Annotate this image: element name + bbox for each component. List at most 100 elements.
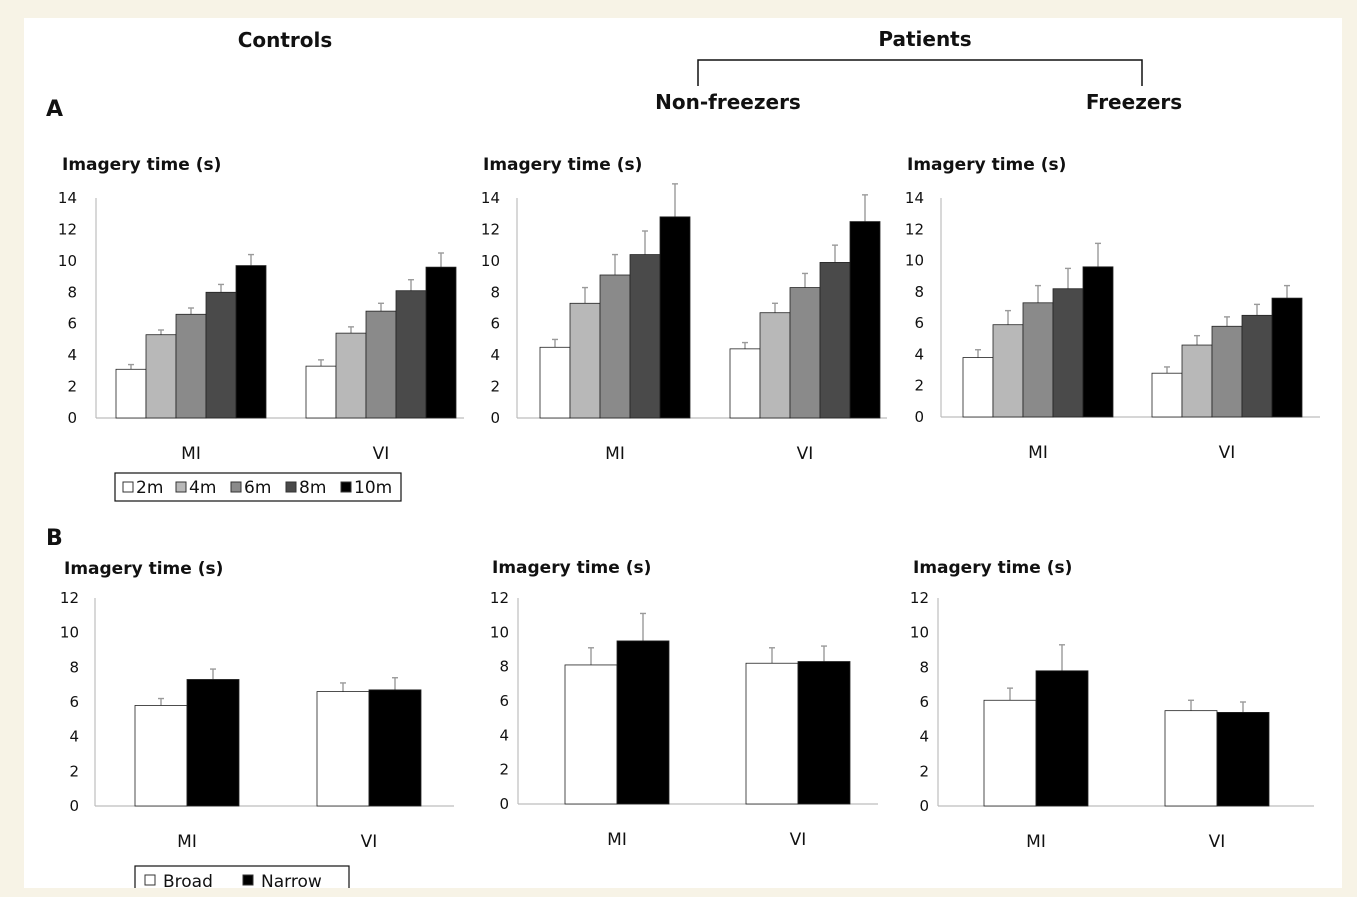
legend-swatch-2m bbox=[122, 481, 134, 493]
y-tick-label: 12 bbox=[905, 220, 924, 238]
y-axis-title: Imagery time (s) bbox=[64, 559, 223, 579]
legend-label-6m: 6m bbox=[244, 478, 271, 498]
chart-a-non-freezers: Imagery time (s) 0 2 4 6 8 10 12 14 MI VI bbox=[481, 155, 887, 464]
bar-6m-vi bbox=[789, 287, 821, 419]
y-tick-label: 0 bbox=[914, 408, 924, 426]
bar-6m-vi bbox=[1211, 325, 1243, 418]
y-tick-label: 0 bbox=[69, 797, 79, 815]
y-tick-label: 6 bbox=[499, 692, 509, 710]
bar-10m-vi bbox=[849, 221, 881, 419]
bar-10m-vi bbox=[425, 266, 457, 419]
patients-bracket bbox=[697, 59, 1143, 86]
bar-4m-mi bbox=[992, 324, 1024, 418]
bar-8m-vi bbox=[1241, 314, 1273, 418]
x-category-label: MI bbox=[607, 830, 627, 850]
legend-distance-box bbox=[114, 472, 402, 502]
y-tick-label: 2 bbox=[919, 762, 929, 780]
bar-2m-vi bbox=[305, 365, 337, 419]
bar-6m-mi bbox=[1022, 302, 1054, 418]
y-tick-label: 10 bbox=[910, 624, 929, 642]
bar-6m-mi bbox=[599, 274, 631, 419]
bar-6m-mi bbox=[175, 313, 207, 419]
bar-4m-vi bbox=[335, 332, 367, 419]
y-tick-label: 0 bbox=[499, 795, 509, 813]
header-non-freezers: Non-freezers bbox=[655, 90, 801, 114]
legend-label-narrow: Narrow bbox=[261, 872, 322, 888]
bar-broad-vi bbox=[745, 662, 799, 805]
legend-swatch-6m bbox=[230, 481, 242, 493]
bar-10m-vi bbox=[1271, 297, 1303, 418]
legend-swatch-4m bbox=[175, 481, 187, 493]
bar-2m-mi bbox=[962, 357, 994, 418]
legend-label-4m: 4m bbox=[189, 478, 216, 498]
y-tick-label: 12 bbox=[60, 589, 79, 607]
legend-swatch-narrow bbox=[242, 874, 254, 886]
y-tick-label: 10 bbox=[481, 252, 500, 270]
y-tick-label: 10 bbox=[905, 252, 924, 270]
y-tick-label: 4 bbox=[490, 346, 500, 364]
y-tick-label: 4 bbox=[914, 345, 924, 363]
y-tick-label: 6 bbox=[67, 315, 77, 333]
y-tick-label: 12 bbox=[481, 220, 500, 238]
y-tick-label: 14 bbox=[905, 189, 924, 207]
bar-10m-mi bbox=[235, 265, 267, 419]
y-tick-label: 2 bbox=[499, 761, 509, 779]
bar-broad-mi bbox=[983, 699, 1037, 807]
bar-8m-mi bbox=[629, 254, 661, 419]
header-freezers: Freezers bbox=[1086, 90, 1182, 114]
y-tick-label: 2 bbox=[490, 378, 500, 396]
bar-2m-mi bbox=[115, 368, 147, 419]
y-tick-label: 14 bbox=[58, 189, 77, 207]
legend-distance: 2m 4m 6m 8m 10m bbox=[114, 472, 402, 502]
y-tick-label: 6 bbox=[914, 314, 924, 332]
bar-4m-mi bbox=[569, 302, 601, 419]
bar-2m-mi bbox=[539, 346, 571, 419]
bar-4m-vi bbox=[1181, 344, 1213, 418]
y-tick-label: 4 bbox=[499, 726, 509, 744]
y-tick-label: 2 bbox=[67, 378, 77, 396]
y-tick-label: 0 bbox=[919, 797, 929, 815]
y-tick-label: 12 bbox=[490, 589, 509, 607]
x-category-label: MI bbox=[181, 444, 201, 464]
y-tick-label: 8 bbox=[919, 658, 929, 676]
y-axis-title: Imagery time (s) bbox=[492, 558, 651, 578]
header-patients: Patients bbox=[878, 27, 971, 51]
header-controls: Controls bbox=[238, 28, 333, 52]
y-tick-label: 8 bbox=[499, 658, 509, 676]
chart-a-freezers: Imagery time (s) 0 2 4 6 8 10 12 14 MI VI bbox=[905, 155, 1320, 463]
y-tick-label: 12 bbox=[58, 220, 77, 238]
bar-8m-vi bbox=[819, 262, 851, 419]
y-tick-label: 8 bbox=[69, 658, 79, 676]
y-tick-label: 12 bbox=[910, 589, 929, 607]
bar-broad-mi bbox=[134, 705, 188, 807]
panel-label-b: B bbox=[46, 526, 63, 551]
figure: Controls Patients Non-freezers Freezers … bbox=[24, 18, 1342, 895]
bar-narrow-mi bbox=[186, 679, 240, 807]
bar-2m-vi bbox=[729, 348, 761, 419]
y-tick-label: 8 bbox=[490, 283, 500, 301]
y-tick-label: 14 bbox=[481, 189, 500, 207]
x-category-label: VI bbox=[797, 444, 814, 464]
legend-swatch-8m bbox=[285, 481, 297, 493]
bar-narrow-mi bbox=[1035, 670, 1089, 807]
y-tick-label: 10 bbox=[490, 623, 509, 641]
y-tick-label: 0 bbox=[490, 409, 500, 427]
bar-narrow-vi bbox=[368, 689, 422, 807]
bar-2m-vi bbox=[1151, 372, 1183, 418]
y-axis-title: Imagery time (s) bbox=[483, 155, 642, 175]
x-category-label: MI bbox=[177, 832, 197, 852]
chart-b-freezers: Imagery time (s) 0 2 4 6 8 10 12 MI VI bbox=[910, 558, 1314, 852]
bar-4m-vi bbox=[759, 312, 791, 419]
bar-broad-vi bbox=[1164, 710, 1218, 807]
legend-label-broad: Broad bbox=[163, 872, 213, 888]
panel-label-a: A bbox=[46, 97, 63, 122]
y-tick-label: 10 bbox=[58, 252, 77, 270]
x-category-label: VI bbox=[790, 830, 807, 850]
x-category-label: VI bbox=[361, 832, 378, 852]
bar-10m-mi bbox=[659, 216, 691, 419]
bar-10m-mi bbox=[1082, 266, 1114, 418]
x-category-label: MI bbox=[605, 444, 625, 464]
chart-b-non-freezers: Imagery time (s) 0 2 4 6 8 10 12 MI VI bbox=[490, 558, 878, 850]
legend-label-8m: 8m bbox=[299, 478, 326, 498]
y-tick-label: 8 bbox=[914, 283, 924, 301]
